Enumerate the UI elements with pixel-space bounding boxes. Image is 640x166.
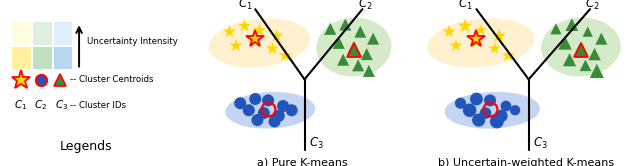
Point: [476, 29, 486, 32]
Point: [490, 47, 500, 50]
Point: [471, 98, 481, 100]
Point: [510, 109, 520, 112]
Ellipse shape: [541, 18, 621, 77]
Point: [580, 64, 591, 67]
Point: [244, 109, 254, 112]
Point: [485, 99, 495, 102]
Point: [492, 120, 502, 123]
Point: [460, 25, 470, 27]
Point: [268, 47, 278, 50]
Point: [596, 37, 607, 40]
Text: Uncertainty Intensity: Uncertainty Intensity: [86, 37, 177, 46]
Point: [576, 46, 586, 48]
Ellipse shape: [445, 92, 540, 129]
Point: [278, 105, 288, 107]
Bar: [12, 22, 31, 45]
Point: [368, 37, 378, 40]
Text: -- Cluster IDs: -- Cluster IDs: [70, 101, 125, 110]
Text: $C_3$: $C_3$: [309, 135, 324, 151]
Point: [349, 46, 359, 48]
Point: [254, 29, 265, 32]
Bar: [33, 47, 52, 69]
Text: $C_2$: $C_2$: [34, 98, 47, 112]
Bar: [54, 47, 72, 69]
Point: [325, 28, 335, 30]
Point: [481, 112, 491, 114]
Point: [250, 98, 260, 100]
Point: [287, 109, 297, 112]
Point: [582, 30, 593, 33]
Point: [225, 30, 235, 33]
Text: $C_1$: $C_1$: [458, 0, 473, 12]
Point: [333, 42, 344, 44]
Text: a) Pure K-means: a) Pure K-means: [257, 158, 348, 166]
Ellipse shape: [225, 92, 315, 129]
Point: [567, 23, 577, 26]
Point: [353, 64, 364, 67]
Text: Legends: Legends: [60, 140, 112, 153]
Point: [589, 53, 600, 55]
Text: b) Uncertain-weighted K-means: b) Uncertain-weighted K-means: [438, 158, 614, 166]
Text: $C_2$: $C_2$: [586, 0, 600, 12]
Point: [355, 30, 365, 33]
Point: [231, 44, 241, 47]
Ellipse shape: [209, 18, 310, 68]
Text: -- Cluster Centroids: -- Cluster Centroids: [70, 75, 153, 84]
Point: [235, 102, 245, 105]
Point: [471, 40, 481, 43]
Point: [501, 105, 511, 107]
Point: [362, 53, 372, 55]
Ellipse shape: [428, 18, 534, 68]
Bar: [33, 22, 52, 45]
Text: $C_3$: $C_3$: [533, 135, 548, 151]
Point: [474, 119, 484, 121]
Point: [239, 25, 250, 27]
Point: [338, 58, 348, 61]
Point: [560, 42, 570, 44]
Point: [269, 120, 280, 123]
Point: [494, 35, 504, 37]
Text: $C_1$: $C_1$: [238, 0, 253, 12]
Point: [456, 102, 466, 105]
Bar: [54, 22, 72, 45]
Point: [274, 115, 284, 117]
Point: [496, 115, 506, 117]
Point: [340, 23, 351, 26]
Text: $C_2$: $C_2$: [358, 0, 372, 12]
Point: [592, 70, 602, 72]
Text: $C_1$: $C_1$: [14, 98, 27, 112]
Point: [503, 54, 513, 57]
Point: [252, 119, 262, 121]
Point: [444, 30, 454, 33]
Point: [451, 44, 461, 47]
Point: [263, 99, 273, 102]
Point: [280, 54, 291, 57]
Bar: [12, 47, 31, 69]
Point: [564, 58, 575, 61]
Point: [271, 35, 282, 37]
Ellipse shape: [316, 18, 392, 77]
Point: [551, 28, 561, 30]
Point: [259, 112, 269, 114]
Point: [364, 70, 374, 72]
Text: $C_3$: $C_3$: [54, 98, 68, 112]
Point: [465, 109, 475, 112]
Point: [250, 40, 260, 43]
